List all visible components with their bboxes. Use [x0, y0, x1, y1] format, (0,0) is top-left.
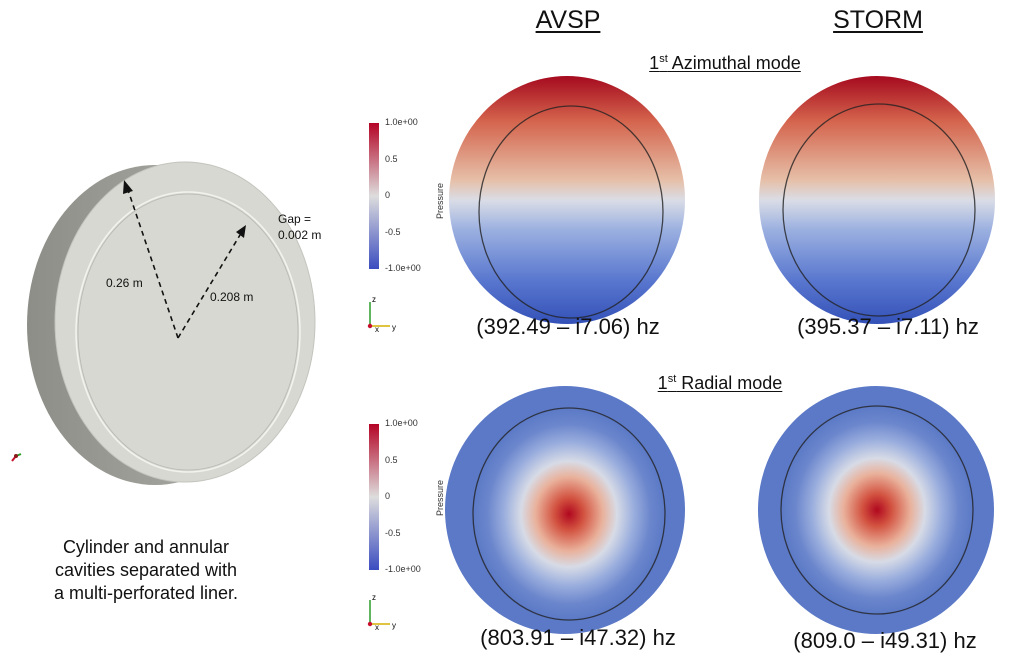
colorbar-azimuthal: 1.0e+00 0.5 0 -0.5 -1.0e+00 Pressure [369, 117, 459, 283]
colorbar-tick: -1.0e+00 [385, 263, 421, 273]
colorbar-tick: 0 [385, 190, 391, 200]
storm-radial-mode-shape [758, 386, 994, 634]
colorbar-gradient [369, 123, 379, 269]
liner-ring [75, 191, 301, 473]
axis-label-y: y [392, 323, 396, 332]
colorbar-title: Pressure [435, 479, 445, 516]
storm-azimuthal-mode-shape [759, 76, 995, 324]
column-header-storm: STORM [833, 6, 923, 34]
axis-label-z: z [372, 295, 376, 304]
cylinder-face [54, 161, 316, 483]
frequency-storm-radial: (809.0 – i49.31) hz [793, 628, 977, 653]
colorbar-tick: 1.0e+00 [385, 117, 418, 127]
axis-label-y: y [392, 621, 396, 630]
radius-inner-label: 0.208 m [210, 290, 254, 304]
column-header-avsp: AVSP [535, 6, 601, 34]
colorbar-tick: -0.5 [385, 227, 401, 237]
axis-triad-icon [11, 453, 22, 462]
axis-label-x: x [375, 623, 379, 632]
axis-label-z: z [372, 593, 376, 602]
colorbar-tick: 0 [385, 491, 391, 501]
mode-title-azimuthal: 1st Azimuthal mode [649, 53, 801, 73]
avsp-azimuthal-mode-shape [449, 76, 685, 324]
frequency-avsp-radial: (803.91 – i47.32) hz [480, 625, 676, 650]
colorbar-title: Pressure [435, 182, 445, 219]
axis-triad-radial: z x y [367, 593, 396, 632]
cylinder-geometry [11, 161, 316, 485]
avsp-radial-mode-shape [445, 386, 685, 634]
colorbar-tick: 0.5 [385, 154, 398, 164]
frequency-storm-azimuthal: (395.37 – i7.11) hz [797, 314, 979, 339]
axis-triad-azimuthal: z x y [367, 295, 396, 334]
colorbar-tick: 1.0e+00 [385, 418, 418, 428]
colorbar-tick: 0.5 [385, 455, 398, 465]
radius-outer-arrow [127, 189, 179, 339]
frequency-avsp-azimuthal: (392.49 – i7.06) hz [476, 314, 660, 339]
colorbar-tick: -1.0e+00 [385, 564, 421, 574]
colorbar-gradient [369, 424, 379, 570]
geometry-caption: Cylinder and annular cavities separated … [53, 537, 239, 603]
colorbar-tick: -0.5 [385, 528, 401, 538]
colorbar-radial: 1.0e+00 0.5 0 -0.5 -1.0e+00 Pressure [369, 418, 459, 584]
mode-title-radial: 1st Radial mode [657, 373, 783, 393]
radius-inner-arrow [177, 234, 241, 339]
radius-outer-label: 0.26 m [106, 276, 143, 290]
axis-label-x: x [375, 325, 379, 334]
gap-label: Gap = 0.002 m [278, 212, 322, 242]
